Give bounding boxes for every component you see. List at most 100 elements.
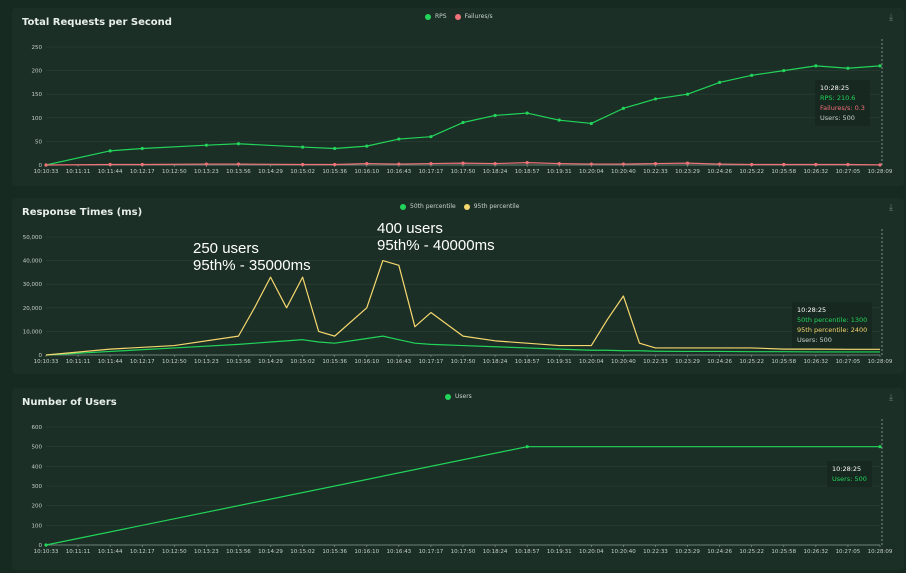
x-tick-label: 10:16:10: [354, 169, 379, 175]
data-point: [621, 162, 625, 166]
data-point: [204, 143, 208, 147]
x-tick-label: 10:10:33: [34, 169, 59, 175]
x-tick-label: 10:20:04: [579, 169, 604, 175]
data-point: [140, 146, 144, 151]
data-point: [589, 162, 593, 166]
data-point: [461, 161, 465, 165]
x-tick-label: 10:14:29: [258, 359, 283, 365]
x-tick-label: 10:22:33: [643, 549, 668, 555]
y-tick-label: 400: [32, 464, 43, 470]
x-tick-label: 10:28:09: [868, 359, 893, 365]
y-tick-label: 150: [32, 92, 43, 98]
x-tick-label: 10:23:29: [675, 169, 700, 175]
data-point: [397, 137, 401, 141]
data-point: [429, 135, 433, 139]
x-tick-label: 10:16:43: [386, 359, 411, 365]
legend-label: 95th percentile: [473, 203, 520, 210]
tooltip-p95: 95th percentile: 2400: [797, 326, 868, 334]
x-tick-label: 10:11:44: [98, 549, 123, 555]
y-tick-label: 50: [35, 139, 42, 145]
x-tick-label: 10:24:26: [707, 549, 732, 555]
data-point: [589, 121, 593, 126]
x-tick-label: 10:17:17: [419, 169, 444, 175]
x-tick-label: 10:16:43: [386, 549, 411, 555]
tooltip-time: 10:28:25: [820, 84, 850, 92]
x-tick-label: 10:20:40: [611, 359, 636, 365]
rps-tooltip: 10:28:25 RPS: 210.6 Failures/s: 0.3 User…: [815, 80, 870, 126]
data-point: [44, 163, 48, 167]
x-tick-label: 10:11:44: [98, 169, 123, 175]
tooltip-users: Users: 500: [797, 336, 832, 344]
data-point: [525, 111, 529, 115]
series-line-users: [45, 446, 880, 546]
data-point: [365, 144, 369, 148]
x-tick-label: 10:19:31: [547, 169, 572, 175]
y-tick-label: 300: [32, 484, 43, 490]
annotation-250-users: 250 users 95th% - 35000ms: [193, 240, 311, 274]
x-tick-label: 10:20:04: [579, 359, 604, 365]
x-tick-label: 10:18:57: [515, 169, 540, 175]
data-point: [685, 161, 690, 165]
data-point: [236, 162, 241, 166]
x-tick-label: 10:19:31: [547, 359, 572, 365]
x-tick-label: 10:10:33: [34, 359, 59, 365]
x-tick-label: 10:22:33: [643, 359, 668, 365]
x-tick-label: 10:14:29: [258, 549, 283, 555]
x-tick-label: 10:10:33: [34, 549, 59, 555]
x-tick-label: 10:12:50: [162, 359, 187, 365]
x-tick-label: 10:26:32: [803, 169, 828, 175]
x-tick-label: 10:15:02: [290, 549, 315, 555]
x-tick-label: 10:26:32: [803, 549, 828, 555]
y-tick-label: 20,000: [23, 306, 43, 312]
data-point: [718, 80, 722, 84]
x-tick-label: 10:17:50: [451, 549, 476, 555]
legend-item-failures[interactable]: Failures/s: [454, 13, 493, 20]
data-point: [525, 445, 529, 449]
legend-item-p95[interactable]: 95th percentile: [463, 203, 520, 210]
y-tick-label: 600: [32, 425, 43, 431]
data-point: [44, 543, 48, 547]
x-tick-label: 10:19:31: [547, 549, 572, 555]
x-tick-label: 10:18:24: [483, 549, 508, 555]
x-tick-label: 10:11:11: [66, 359, 91, 365]
x-tick-label: 10:12:17: [130, 359, 155, 365]
x-tick-label: 10:16:43: [386, 169, 411, 175]
data-point: [301, 162, 305, 167]
download-icon[interactable]: ⤓: [889, 393, 893, 403]
data-point: [429, 161, 433, 166]
x-tick-label: 10:13:56: [226, 549, 251, 555]
x-tick-label: 10:11:44: [98, 359, 123, 365]
annotation-line: 95th% - 40000ms: [377, 237, 495, 254]
legend-item-rps[interactable]: RPS: [425, 13, 447, 20]
data-point: [108, 162, 112, 167]
x-tick-label: 10:16:10: [354, 549, 379, 555]
p50-legend-dot: [400, 203, 406, 210]
data-point: [333, 146, 337, 151]
x-tick-label: 10:17:50: [451, 169, 476, 175]
data-point: [878, 163, 882, 167]
download-icon[interactable]: ⤓: [889, 203, 893, 213]
y-tick-label: 250: [32, 45, 43, 51]
response-times-chart-panel: 0 10,000 20,000 30,000 40,000 50,000 10:10:33 1…: [12, 198, 904, 374]
users-tooltip: 10:28:25 Users: 500: [827, 461, 872, 487]
series-line-50th-percentile: [45, 335, 880, 356]
data-point: [621, 106, 625, 110]
x-tick-label: 10:25:22: [739, 359, 764, 365]
response-times-title: Response Times (ms): [22, 207, 143, 218]
legend-item-p50[interactable]: 50th percentile: [400, 203, 456, 210]
x-tick-label: 10:25:58: [771, 359, 796, 365]
tooltip-time: 10:28:25: [797, 306, 827, 314]
legend-label: Users: [455, 393, 472, 400]
data-point: [718, 162, 722, 166]
annotation-400-users: 400 users 95th% - 40000ms: [377, 220, 495, 254]
rps-legend: RPS Failures/s: [425, 13, 493, 20]
x-tick-label: 10:13:23: [194, 169, 219, 175]
data-point: [140, 162, 144, 167]
data-point: [878, 445, 882, 449]
legend-item-users[interactable]: Users: [445, 393, 472, 400]
x-tick-label: 10:15:02: [290, 359, 315, 365]
x-tick-label: 10:23:29: [675, 549, 700, 555]
y-tick-label: 30,000: [23, 282, 43, 288]
data-point: [333, 162, 337, 167]
download-icon[interactable]: ⤓: [889, 13, 893, 23]
